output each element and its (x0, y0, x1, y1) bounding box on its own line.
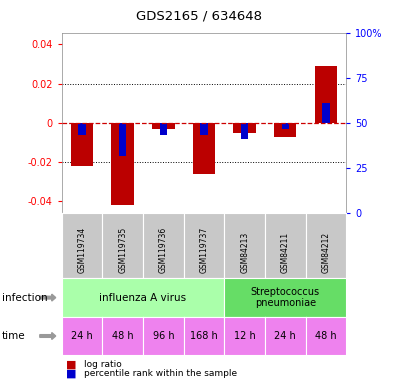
Bar (322, 103, 330, 123)
Text: 48 h: 48 h (112, 331, 133, 341)
Text: time: time (2, 331, 25, 341)
Text: percentile rank within the sample: percentile rank within the sample (84, 369, 237, 378)
Text: 24 h: 24 h (274, 331, 296, 341)
Bar (160, 123, 167, 135)
Text: GSM119735: GSM119735 (118, 227, 127, 273)
Bar (274, 123, 297, 137)
Text: influenza A virus: influenza A virus (100, 293, 187, 303)
Bar (282, 123, 289, 129)
Text: 168 h: 168 h (190, 331, 218, 341)
Text: log ratio: log ratio (84, 360, 121, 369)
Text: 12 h: 12 h (234, 331, 256, 341)
Bar (201, 123, 207, 135)
Text: GSM84212: GSM84212 (322, 232, 330, 273)
Text: GSM119734: GSM119734 (78, 227, 86, 273)
Text: ■: ■ (66, 360, 76, 370)
Text: GSM119737: GSM119737 (199, 227, 209, 273)
Text: 96 h: 96 h (152, 331, 174, 341)
Text: Streptococcus
pneumoniae: Streptococcus pneumoniae (251, 287, 320, 308)
Text: GSM119736: GSM119736 (159, 227, 168, 273)
Bar (119, 123, 126, 156)
Text: infection: infection (2, 293, 48, 303)
Bar (241, 123, 248, 139)
Text: GSM84211: GSM84211 (281, 232, 290, 273)
Text: GDS2165 / 634648: GDS2165 / 634648 (136, 10, 262, 23)
Bar (78, 123, 86, 135)
Text: GSM84213: GSM84213 (240, 232, 249, 273)
Bar (71, 123, 93, 166)
Bar (315, 66, 337, 123)
Bar (234, 123, 256, 133)
Text: 48 h: 48 h (315, 331, 337, 341)
Text: ■: ■ (66, 369, 76, 379)
Bar (111, 123, 134, 205)
Bar (193, 123, 215, 174)
Text: 24 h: 24 h (71, 331, 93, 341)
Bar (152, 123, 174, 129)
